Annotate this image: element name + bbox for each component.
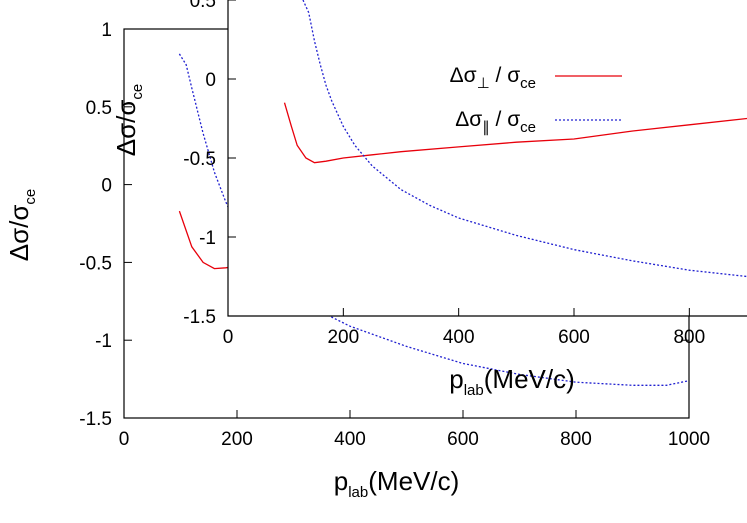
chart-0-xtick-label-1: 200 (221, 429, 253, 450)
chart-0-ytick-label-3: 0 (101, 176, 112, 197)
chart-0-xtick-label-4: 800 (560, 429, 592, 450)
inset-background (228, 0, 747, 316)
chart-0-xtick-label-2: 400 (334, 429, 366, 450)
chart-0-ytick-label-5: 1 (101, 20, 112, 41)
chart-0-xtick-label-0: 0 (119, 429, 130, 450)
chart-1-ytick-label-1: -1 (199, 228, 216, 249)
chart-1-xtick-label-3: 600 (558, 327, 590, 348)
chart-1-ytick-label-4: 0.5 (190, 0, 216, 12)
chart-0-xtick-label-3: 600 (447, 429, 479, 450)
chart-1-legend-1-sub: ce (520, 119, 536, 136)
chart-0-ylabel: Δσ/σce (4, 189, 39, 262)
chart-0-xlabel-sub: lab (348, 484, 368, 501)
chart-1-xlabel-base: p (449, 364, 463, 394)
chart-0-xlabel-rest: (MeV/c) (368, 466, 459, 496)
chart-0-ytick-label-1: -1 (95, 331, 112, 352)
chart-1-ytick-label-0: -1.5 (183, 307, 216, 328)
chart-1-ylabel: Δσ/σce (111, 84, 146, 157)
chart-1-legend-0-mid: / σ (490, 64, 521, 87)
chart-1-xtick-label-2: 400 (443, 327, 475, 348)
chart-1-ylabel-base: Δσ/σ (111, 100, 141, 157)
chart-1-series-0-line (283, 102, 747, 164)
chart-0-ytick-label-4: 0.5 (86, 98, 112, 119)
chart-1-xlabel-sub: lab (464, 382, 484, 399)
chart-1-legend-0-base: Δσ (450, 64, 477, 87)
chart-1-legend-1-base: Δσ (455, 108, 482, 131)
chart-1-legend-label-1: Δσ∥ / σce (455, 108, 536, 136)
chart-0-xtick-label-5: 1000 (668, 429, 710, 450)
chart-1-legend-1-sym: ∥ (482, 119, 490, 136)
chart-1-ytick-label-2: -0.5 (183, 149, 216, 170)
chart-1-xtick-label-1: 200 (327, 327, 359, 348)
chart-1-legend-1-mid: / σ (490, 108, 521, 131)
inset-frame (227, 0, 747, 317)
chart-1-legend-label-0: Δσ⊥ / σce (450, 64, 536, 92)
chart-1-xlabel: plab(MeV/c) (449, 364, 575, 399)
chart-0-xlabel-base: p (334, 466, 348, 496)
inset-plot: 0 200 400 600 800 -1.5 -1 -0.5 0 0.5 plab(MeV/c) Δσ… (111, 0, 747, 399)
chart-1-xlabel-rest: (MeV/c) (484, 364, 575, 394)
chart-0-xlabel: plab(MeV/c) (334, 466, 460, 501)
chart-0-ylabel-base: Δσ/σ (4, 205, 34, 262)
chart-0-ytick-label-0: -1.5 (79, 409, 112, 430)
chart-1-legend-0-sym: ⊥ (477, 75, 490, 92)
chart-1-xtick-label-4: 800 (673, 327, 705, 348)
chart-0-ylabel-sub: ce (22, 189, 39, 205)
chart-1-ytick-label-3: 0 (205, 70, 216, 91)
chart-0-ytick-label-2: -0.5 (79, 253, 112, 274)
chart-1-xtick-label-0: 0 (223, 327, 234, 348)
chart-1-legend-0-sub: ce (520, 75, 536, 92)
chart-1-ylabel-sub: ce (129, 84, 146, 100)
